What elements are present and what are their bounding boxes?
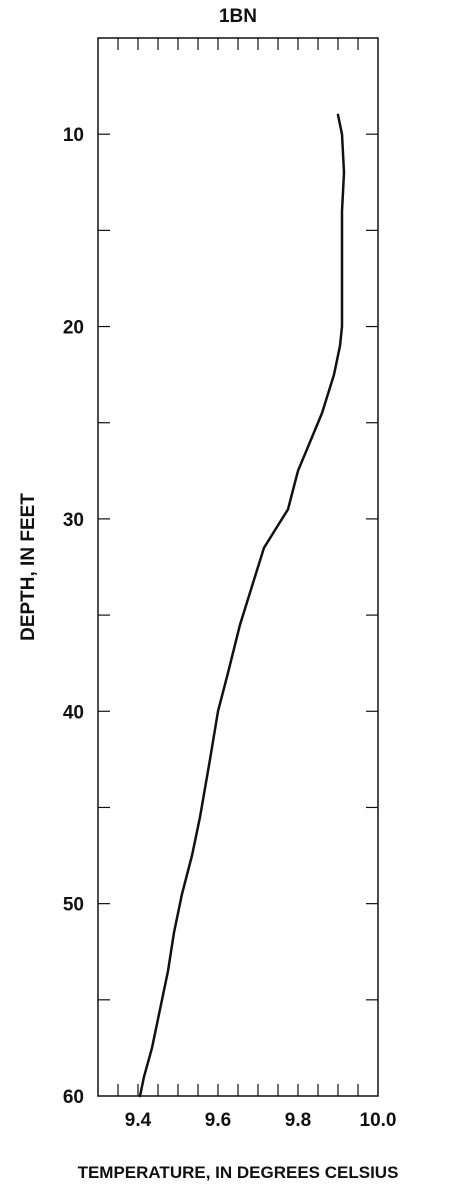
x-axis-ticks	[117, 38, 359, 1096]
x-tick-label: 9.6	[205, 1110, 231, 1131]
x-tick-label: 9.8	[285, 1110, 311, 1131]
y-tick-label: 60	[63, 1087, 84, 1108]
x-tick-label: 10.0	[360, 1110, 397, 1131]
y-axis-label: DEPTH, IN FEET	[18, 493, 39, 641]
plot-frame	[97, 37, 379, 1097]
chart-title: 1BN	[219, 6, 257, 27]
x-axis-label: TEMPERATURE, IN DEGREES CELSIUS	[78, 1163, 399, 1182]
x-tick-label: 9.4	[125, 1110, 152, 1131]
y-tick-label: 50	[63, 895, 84, 916]
y-axis-ticks	[98, 133, 378, 1001]
y-tick-label: 10	[63, 125, 84, 146]
y-tick-label: 20	[63, 318, 84, 339]
y-tick-label: 40	[63, 702, 84, 723]
y-tick-label: 30	[63, 510, 84, 531]
y-axis-tick-labels: 10 20 30 40 50 60	[63, 125, 84, 1108]
x-axis-tick-labels: 9.4 9.6 9.8 10.0	[125, 1110, 397, 1131]
temperature-profile-line	[138, 113, 346, 1098]
